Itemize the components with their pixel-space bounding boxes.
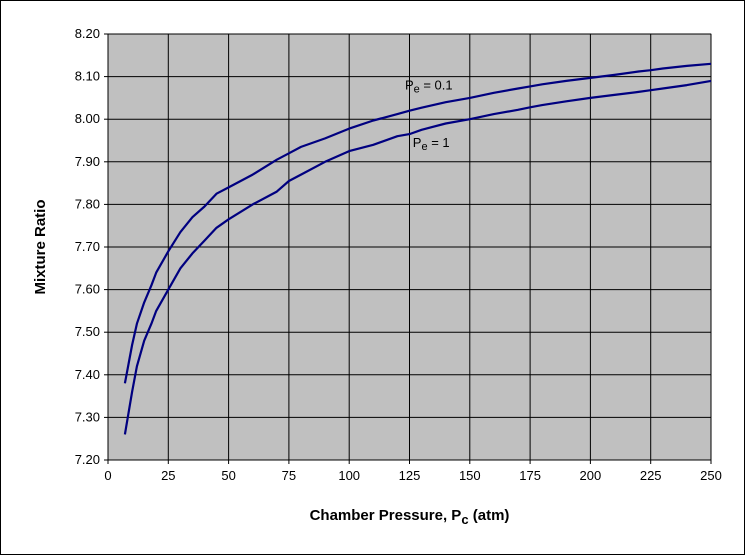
y-tick-label: 7.90 (75, 154, 100, 169)
series-annotations: Pe = 0.1Pe = 1 (405, 77, 453, 153)
x-axis-label-subscript: c (461, 512, 468, 527)
series-label-base: P (413, 135, 422, 150)
x-tick-label: 0 (104, 468, 111, 483)
x-tick-label: 200 (580, 468, 602, 483)
y-axis-label: Mixture Ratio (32, 199, 49, 294)
x-tick-label: 225 (640, 468, 662, 483)
y-tick-label: 8.10 (75, 69, 100, 84)
x-axis-label-suffix: (atm) (469, 507, 510, 524)
x-tick-label: 250 (700, 468, 722, 483)
y-tick-label: 7.80 (75, 196, 100, 211)
x-axis-label: Chamber Pressure, Pc (atm) (310, 507, 510, 527)
series-line-0 (123, 62, 712, 384)
y-tick-label: 7.60 (75, 282, 100, 297)
x-tick-label: 175 (519, 468, 541, 483)
x-axis-label-main: Chamber Pressure, P (310, 507, 462, 524)
series-label-text: = 0.1 (420, 77, 453, 92)
y-tick-label: 7.30 (75, 409, 100, 424)
series-label-text: = 1 (428, 135, 450, 150)
x-tick-labels: 0 25 50 75 100 125 150 175 200 225 250 (104, 460, 722, 483)
series-label-subscript: e (421, 141, 427, 153)
series-lines (123, 62, 712, 435)
x-tick-label: 150 (459, 468, 481, 483)
series-label-subscript: e (414, 83, 420, 95)
y-tick-label: 8.00 (75, 111, 100, 126)
x-tick-label: 100 (338, 468, 360, 483)
y-tick-label: 7.40 (75, 367, 100, 382)
x-tick-label: 75 (282, 468, 296, 483)
y-tick-label: 7.70 (75, 239, 100, 254)
series-line-1 (123, 79, 712, 435)
y-tick-label: 7.20 (75, 452, 100, 467)
series-label-0: Pe = 0.1 (405, 77, 453, 95)
y-tick-labels: 7.20 7.30 7.40 7.50 7.60 7.70 7.80 7.90 8.00 8.10… (75, 26, 108, 467)
x-tick-label: 125 (399, 468, 421, 483)
series-label-1: Pe = 1 (413, 135, 450, 153)
x-tick-label: 25 (161, 468, 175, 483)
y-tick-label: 7.50 (75, 324, 100, 339)
gridlines (107, 33, 712, 461)
y-tick-label: 8.20 (75, 26, 100, 41)
series-label-base: P (405, 77, 414, 92)
x-tick-label: 50 (221, 468, 235, 483)
